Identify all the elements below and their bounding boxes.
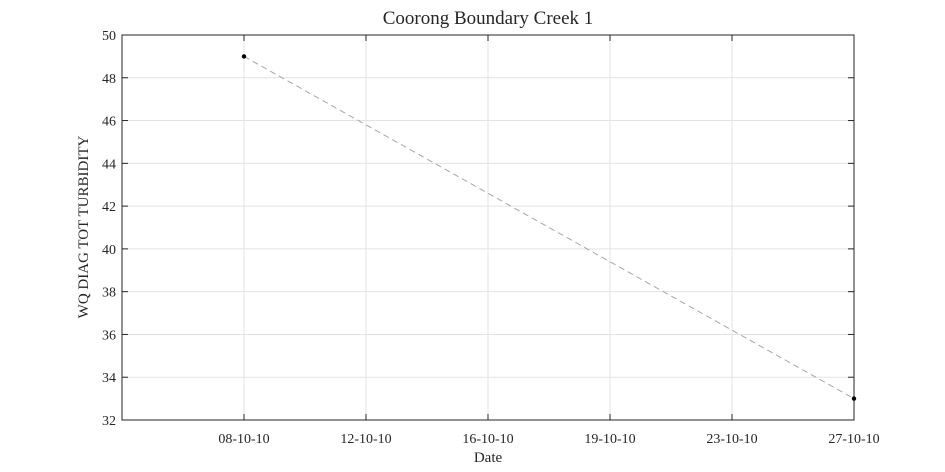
y-tick-label: 46 xyxy=(102,115,116,130)
grid-lines xyxy=(122,34,855,421)
y-tick-label: 50 xyxy=(102,29,116,44)
data-point xyxy=(241,54,247,59)
y-tick-label: 44 xyxy=(102,157,116,172)
y-tick-label: 48 xyxy=(102,72,116,87)
x-tick-labels: 08-10-10 12-10-10 16-10-10 19-10-10 23-10-10… xyxy=(218,432,879,447)
y-axis-label: WQ DIAG TOT TURBIDITY xyxy=(76,136,92,319)
x-tick-label: 27-10-10 xyxy=(828,432,879,447)
series-line xyxy=(243,55,855,400)
x-tick-label: 19-10-10 xyxy=(584,432,635,447)
x-tick-label: 12-10-10 xyxy=(340,432,391,447)
chart-title: Coorong Boundary Creek 1 xyxy=(383,8,594,29)
x-tick-label: 16-10-10 xyxy=(462,432,513,447)
series-layer xyxy=(241,54,857,401)
x-axis-label: Date xyxy=(474,450,503,466)
data-point xyxy=(851,396,857,401)
tick-marks xyxy=(122,34,855,421)
y-tick-label: 42 xyxy=(102,200,116,215)
y-tick-label: 38 xyxy=(102,286,116,301)
y-tick-labels: 32 34 36 38 40 42 44 46 48 50 xyxy=(102,29,116,429)
x-tick-label: 08-10-10 xyxy=(218,432,269,447)
y-tick-label: 36 xyxy=(102,328,116,343)
y-tick-label: 34 xyxy=(102,371,116,386)
y-tick-label: 40 xyxy=(102,243,116,258)
x-tick-label: 23-10-10 xyxy=(706,432,757,447)
y-tick-label: 32 xyxy=(102,414,116,429)
